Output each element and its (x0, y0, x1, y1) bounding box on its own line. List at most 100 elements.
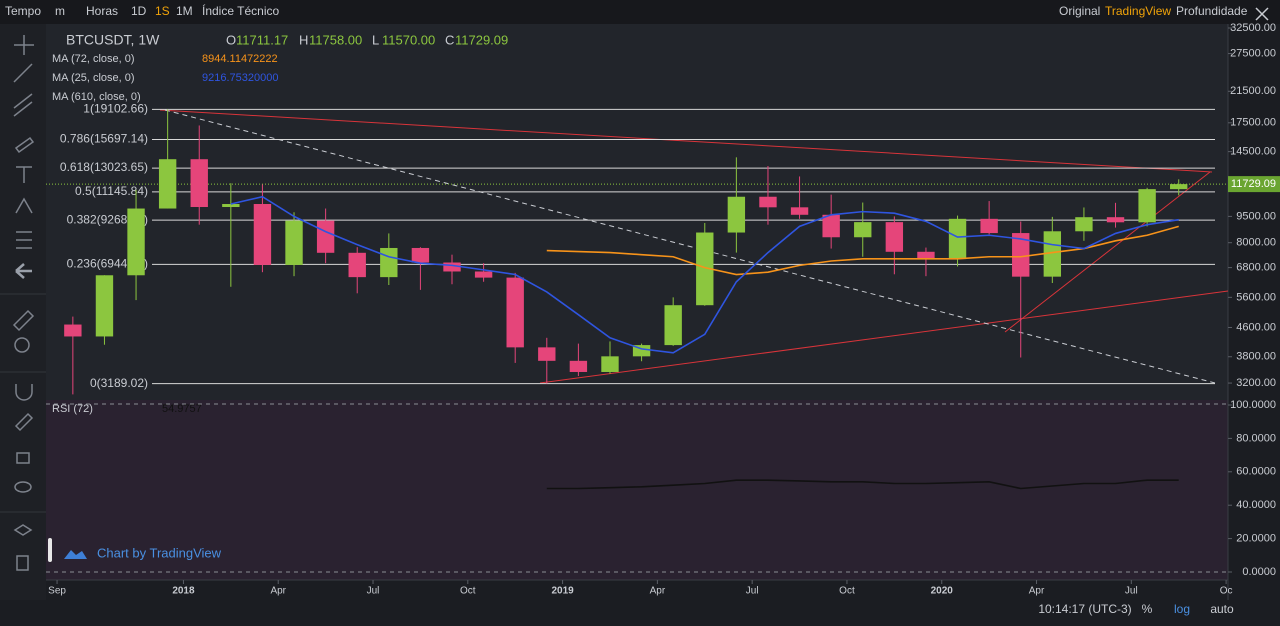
toolbar-button[interactable]: m (55, 4, 65, 18)
x-tick-label: Oct (839, 586, 855, 597)
ma-line (546, 225, 1179, 276)
text-icon[interactable] (16, 166, 32, 183)
y-tick-label: 32500.00 (1230, 22, 1276, 34)
indicator-value: 8944.11472222 (202, 53, 278, 65)
auto-button[interactable]: auto (1210, 602, 1234, 616)
toolbar-button[interactable]: Original (1059, 4, 1100, 18)
trend-line (164, 109, 1216, 384)
fib-label: 1(19102.66) (83, 102, 148, 116)
y-tick-label: 9500.00 (1236, 210, 1276, 222)
eye-icon[interactable] (14, 481, 32, 493)
last-price-label: 11729.09 (1231, 178, 1276, 190)
ohlc-key: H (299, 32, 308, 47)
rsi-pane (46, 400, 1228, 580)
candle-body (1043, 231, 1062, 277)
x-tick-label: Apr (1029, 586, 1045, 597)
y-tick-label: 8000.00 (1236, 237, 1276, 249)
toolbar-button[interactable]: 1D (131, 4, 147, 18)
candle-body (253, 204, 272, 265)
ohlc-value: 11758.00 (309, 32, 362, 47)
y-tick-label: 27500.00 (1230, 47, 1276, 59)
candle-body (822, 214, 840, 238)
rsi-tick-label: 40.0000 (1236, 499, 1276, 511)
x-tick-label: 2020 (931, 586, 954, 597)
layers-icon[interactable] (13, 524, 33, 536)
candle-body (727, 196, 746, 233)
crosshair-icon[interactable] (14, 35, 34, 55)
arrow-icon[interactable] (15, 263, 32, 279)
fib-label: 0.786(15697.14) (60, 132, 148, 146)
x-tick-label: Jul (746, 586, 759, 597)
candle-body (1012, 233, 1030, 277)
rsi-tick-label: 20.0000 (1236, 533, 1276, 545)
percent-button[interactable]: % (1142, 602, 1153, 616)
candle-body (348, 252, 366, 278)
y-tick-label: 5600.00 (1236, 291, 1276, 303)
toolbar-button[interactable]: Índice Técnico (202, 3, 279, 18)
brush-icon[interactable] (14, 136, 35, 154)
candle-body (190, 159, 208, 208)
fullscreen-icon[interactable] (1255, 7, 1269, 21)
pattern-icon[interactable] (15, 197, 33, 214)
toolbar-button[interactable]: 1S (155, 4, 170, 18)
fib-icon[interactable] (16, 231, 32, 249)
fib-label: 0.618(13023.65) (60, 160, 148, 174)
candle-body (885, 222, 904, 252)
ohlc-value: 11570.00 (382, 32, 435, 47)
y-tick-label: 4600.00 (1236, 321, 1276, 333)
y-tick-label: 17500.00 (1230, 117, 1276, 129)
line-icon[interactable] (13, 63, 33, 83)
candle-body (538, 347, 556, 361)
channel-icon[interactable] (13, 93, 33, 117)
x-tick-label: Jul (1125, 586, 1138, 597)
sidebar-icons (0, 7, 1269, 571)
candle-body (854, 222, 872, 238)
fib-label: 0.5(11145.84) (75, 184, 148, 198)
toolbar-button[interactable]: Tempo (5, 4, 41, 18)
x-tick-label: Oct (460, 586, 476, 597)
magnet-icon[interactable] (15, 384, 33, 401)
y-tick-label: 21500.00 (1230, 85, 1276, 97)
tv-logo (64, 550, 87, 559)
candle-body (917, 251, 935, 260)
log-button[interactable]: log (1174, 602, 1190, 616)
candle-body (95, 275, 114, 337)
rsi-tick-label: 60.0000 (1236, 466, 1276, 478)
lock-icon[interactable] (16, 452, 30, 464)
trash-icon[interactable] (16, 555, 29, 571)
candle-body (1075, 217, 1093, 232)
x-tick-label: Sep (48, 586, 66, 597)
candle-body (222, 204, 240, 208)
x-tick-label: Jul (367, 586, 380, 597)
clock: 10:14:17 (UTC-3) (1038, 602, 1131, 616)
toolbar-button[interactable]: Horas (86, 4, 118, 18)
toolbar-button[interactable]: Profundidade (1176, 4, 1248, 18)
scroll-handle[interactable] (48, 538, 52, 562)
rsi-tick-label: 80.0000 (1236, 432, 1276, 444)
candle-body (64, 324, 82, 337)
toolbar-button[interactable]: TradingView (1105, 4, 1171, 18)
x-tick-label: 2018 (172, 586, 195, 597)
ohlc-key: O (226, 32, 236, 47)
y-tick-label: 3200.00 (1236, 377, 1276, 389)
candle-body (632, 345, 651, 357)
toolbar-button[interactable]: 1M (176, 4, 193, 18)
ruler-icon[interactable] (12, 309, 35, 332)
y-tick-label: 6800.00 (1236, 262, 1276, 274)
ohlc-value: 11729.09 (455, 32, 508, 47)
lock-draw-icon[interactable] (14, 412, 34, 432)
x-tick-label: Apr (270, 586, 286, 597)
candle-body (506, 277, 524, 348)
zoom-icon[interactable] (14, 337, 30, 353)
candle-body (759, 196, 777, 208)
candle-body (1138, 189, 1156, 223)
last-price-tag (1228, 176, 1280, 193)
candle-body (601, 356, 619, 372)
candle-body (980, 218, 998, 234)
y-tick-label: 14500.00 (1230, 146, 1276, 158)
candle-body (664, 305, 682, 346)
indicator-name: RSI (72) (52, 403, 93, 415)
x-tick-label: Apr (650, 586, 666, 597)
candle-body (411, 247, 430, 263)
